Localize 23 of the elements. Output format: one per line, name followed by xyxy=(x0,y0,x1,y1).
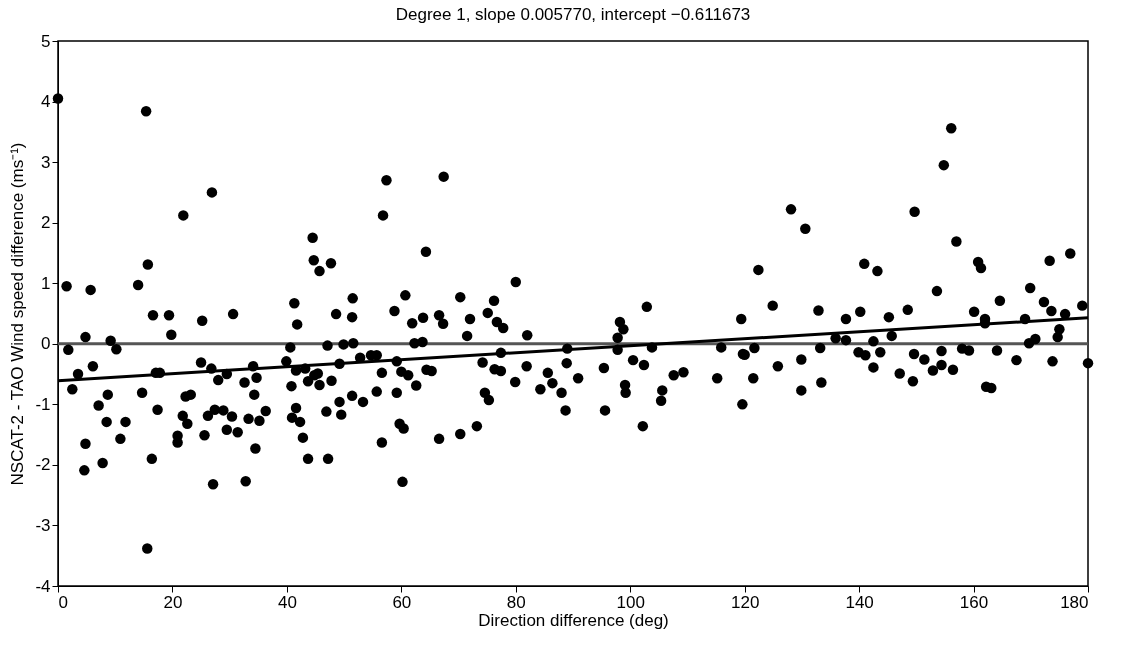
x-tick-label: 160 xyxy=(959,592,989,612)
x-tick-label: 80 xyxy=(506,592,526,612)
y-tick-label: 2 xyxy=(41,213,51,233)
x-tick-label: 180 xyxy=(1060,592,1089,612)
x-tick-label: 60 xyxy=(392,592,412,612)
y-tick-label: 3 xyxy=(41,152,51,172)
y-tick-label: -2 xyxy=(35,455,51,475)
y-tick-label: 5 xyxy=(41,31,51,51)
x-tick-label: 100 xyxy=(616,592,645,612)
x-axis-title: Direction difference (deg) xyxy=(478,610,669,630)
x-tick-label: 140 xyxy=(845,592,874,612)
x-tick-label: 0 xyxy=(58,592,68,612)
x-tick-label: 40 xyxy=(277,592,297,612)
y-tick-label: -1 xyxy=(35,394,51,414)
chart-title: Degree 1, slope 0.005770, intercept −0.611673 xyxy=(395,5,751,24)
x-tick-label: 20 xyxy=(163,592,183,612)
y-tick-label: 0 xyxy=(41,334,51,354)
y-axis-title: NSCAT-2 - TAO Wind speed difference (ms⁻¹) xyxy=(8,142,28,486)
y-tick-label: -3 xyxy=(35,515,51,535)
x-tick-label: 120 xyxy=(730,592,760,612)
y-tick-label: 1 xyxy=(41,273,51,293)
y-tick-label: -4 xyxy=(35,576,51,596)
y-tick-label: 4 xyxy=(41,92,51,112)
